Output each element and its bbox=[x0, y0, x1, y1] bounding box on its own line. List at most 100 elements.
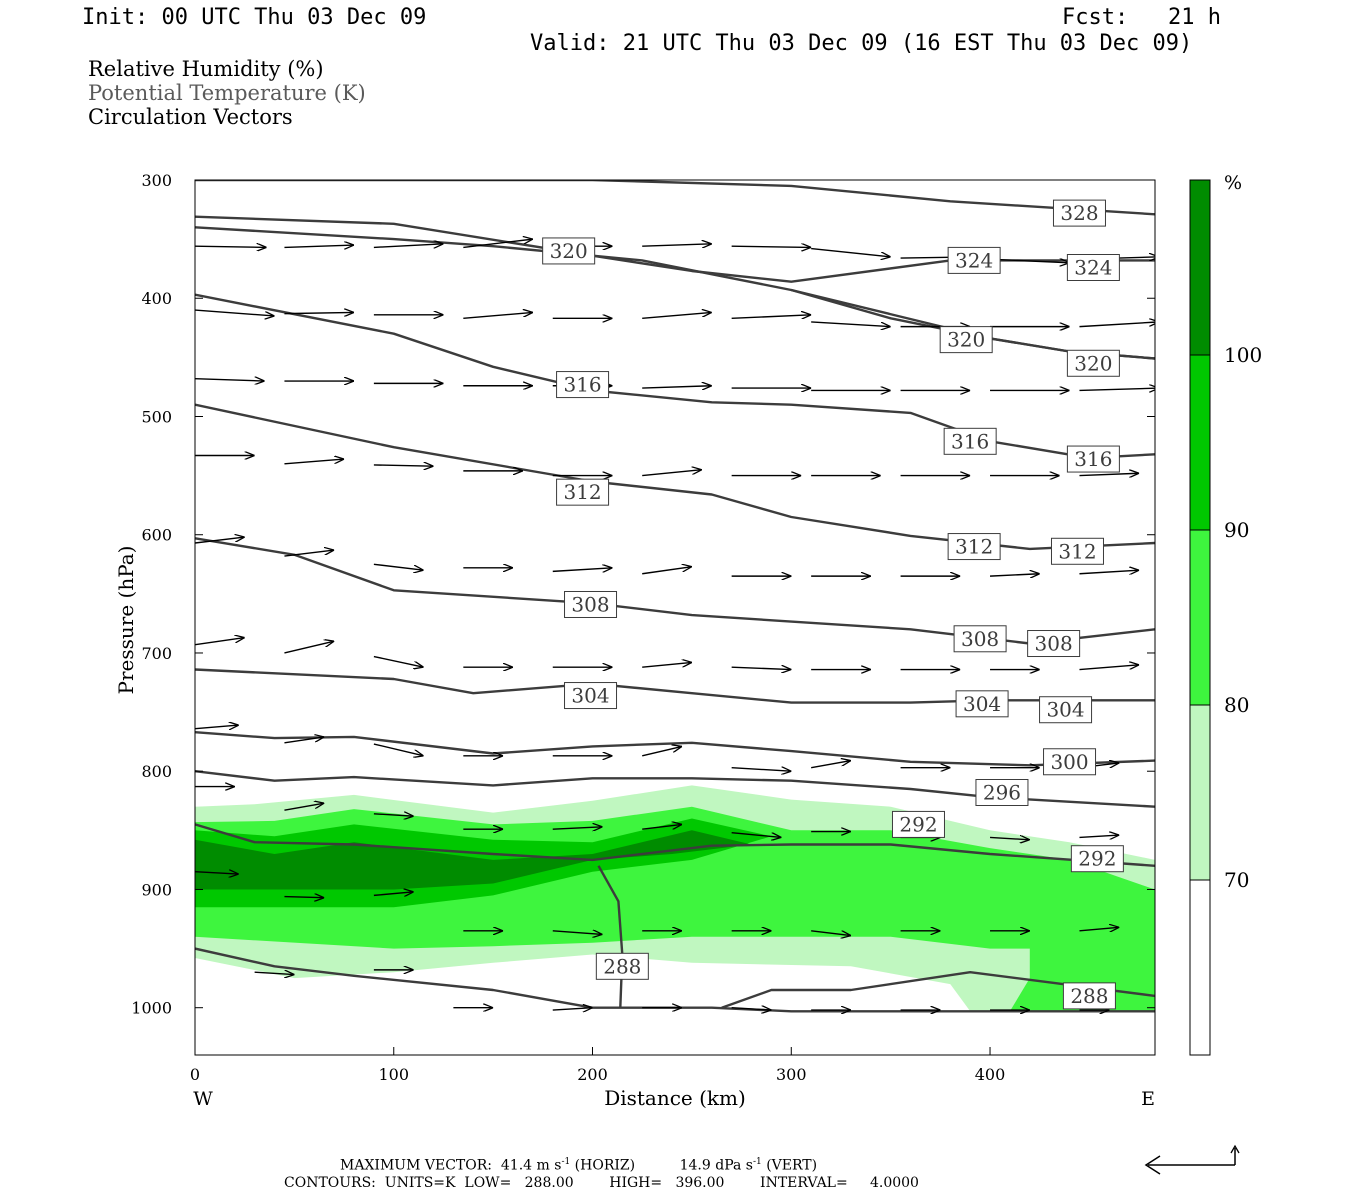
theta-label-320: 320 bbox=[939, 326, 993, 354]
colorbar-level-label: 80 bbox=[1224, 693, 1249, 717]
theta-label-text: 292 bbox=[1078, 847, 1116, 871]
theta-label-text: 316 bbox=[1074, 447, 1112, 471]
colorbar-unit: % bbox=[1224, 172, 1242, 194]
circulation-vector bbox=[284, 897, 324, 898]
theta-label-box bbox=[891, 810, 945, 838]
theta-contour-308 bbox=[195, 537, 1155, 645]
theta-label-308: 308 bbox=[564, 590, 618, 618]
circulation-vector bbox=[642, 567, 692, 575]
theta-label-292: 292 bbox=[891, 810, 945, 838]
theta-label-text: 316 bbox=[563, 373, 601, 397]
theta-contour-324 bbox=[195, 215, 1155, 283]
circulation-vector bbox=[284, 459, 344, 465]
x-axis-east-label: E bbox=[1141, 1088, 1155, 1110]
theta-label-316: 316 bbox=[556, 371, 610, 399]
theta-label-box bbox=[975, 779, 1029, 806]
theta-label-320: 320 bbox=[542, 237, 596, 265]
max-horizontal-value: 41.4 m s bbox=[500, 1157, 562, 1174]
theta-label-box bbox=[955, 690, 1009, 718]
humidity-shading bbox=[195, 785, 1155, 1012]
circulation-vector bbox=[731, 1008, 772, 1010]
circulation-vector bbox=[731, 246, 812, 247]
theta-label-box bbox=[1050, 537, 1104, 565]
x-tick-label: 100 bbox=[378, 1065, 409, 1084]
circulation-vector bbox=[989, 574, 1040, 576]
circulation-vector bbox=[373, 563, 424, 570]
theta-label-text: 304 bbox=[571, 684, 609, 708]
theta-label-box bbox=[1039, 696, 1093, 724]
circulation-vector bbox=[373, 892, 414, 896]
theta-label-box bbox=[556, 371, 610, 399]
circulation-vector bbox=[284, 550, 334, 557]
theta-label-box bbox=[1070, 845, 1124, 873]
theta-label-text: 288 bbox=[603, 954, 641, 978]
circulation-vector bbox=[373, 814, 414, 816]
colorbar-level-label: 70 bbox=[1224, 868, 1249, 892]
theta-label-text: 308 bbox=[571, 592, 609, 616]
theta-label-328: 328 bbox=[1052, 199, 1106, 227]
theta-label-box bbox=[564, 590, 618, 618]
theta-label-box bbox=[542, 237, 596, 265]
theta-label-text: 300 bbox=[1050, 750, 1088, 774]
theta-label-308: 308 bbox=[953, 625, 1007, 653]
circulation-vector bbox=[1079, 388, 1155, 390]
circulation-vector bbox=[195, 246, 267, 247]
circulation-vector bbox=[1079, 570, 1139, 574]
x-tick-label: 400 bbox=[975, 1065, 1006, 1084]
colorbar-segment bbox=[1189, 179, 1211, 356]
x-tick-label: 0 bbox=[190, 1065, 200, 1084]
theta-label-text: 324 bbox=[955, 248, 993, 272]
theta-label-288: 288 bbox=[1062, 982, 1116, 1010]
circulation-vector bbox=[1079, 473, 1139, 475]
theta-label-text: 296 bbox=[983, 781, 1021, 805]
circulation-vector bbox=[195, 872, 239, 874]
circulation-vector bbox=[731, 315, 812, 319]
theta-label-text: 320 bbox=[550, 239, 588, 263]
circulation-vectors bbox=[195, 239, 1155, 1010]
theta-label-box bbox=[1066, 254, 1120, 281]
circulation-vector bbox=[1079, 835, 1119, 837]
circulation-vector bbox=[989, 259, 1070, 263]
circulation-vector bbox=[463, 239, 533, 249]
theta-label-316: 316 bbox=[943, 427, 997, 455]
x-tick-label: 200 bbox=[577, 1065, 608, 1084]
theta-label-320: 320 bbox=[1066, 349, 1120, 377]
theta-label-box bbox=[1027, 630, 1081, 658]
theta-label-324: 324 bbox=[947, 246, 1001, 274]
circulation-vector bbox=[195, 309, 275, 316]
theta-label-box bbox=[1052, 199, 1106, 227]
theta-label-box bbox=[947, 246, 1001, 274]
theta-label-box bbox=[556, 478, 610, 506]
theta-label-text: 312 bbox=[955, 535, 993, 559]
circulation-vector bbox=[642, 746, 682, 757]
theta-label-text: 316 bbox=[951, 429, 989, 453]
y-tick-label: 400 bbox=[141, 289, 172, 308]
theta-label-312: 312 bbox=[947, 533, 1001, 561]
y-tick-label: 900 bbox=[141, 880, 172, 899]
theta-contour-328 bbox=[195, 180, 1155, 216]
circulation-vector bbox=[642, 312, 712, 320]
rh-region-100 bbox=[195, 830, 752, 890]
circulation-vector bbox=[284, 245, 354, 247]
theta-contour-304 bbox=[195, 668, 1155, 704]
circulation-vector bbox=[552, 827, 603, 829]
theta-label-text: 320 bbox=[1074, 351, 1112, 375]
theta-label-box bbox=[947, 533, 1001, 561]
circulation-vector bbox=[1079, 322, 1155, 328]
theta-label-box bbox=[943, 427, 997, 455]
colorbar-segment bbox=[1189, 879, 1211, 1056]
theta-label-box bbox=[595, 952, 649, 980]
rh-colorbar: 70 80 90 100 bbox=[1189, 179, 1262, 1056]
theta-label-text: 324 bbox=[1074, 256, 1112, 280]
theta-contour-320 bbox=[195, 226, 1155, 360]
circulation-vector bbox=[463, 312, 533, 320]
colorbar-level-label: 100 bbox=[1224, 343, 1262, 367]
circulation-vector bbox=[731, 667, 792, 669]
theta-label-304: 304 bbox=[1039, 696, 1093, 724]
circulation-vector bbox=[373, 465, 434, 466]
theta-label-box bbox=[1043, 748, 1097, 776]
colorbar-segment bbox=[1189, 354, 1211, 531]
circulation-vector bbox=[284, 737, 324, 744]
circulation-vector bbox=[811, 761, 851, 769]
